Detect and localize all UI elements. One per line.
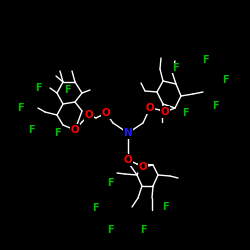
Text: O: O (160, 107, 170, 117)
Text: O: O (146, 103, 154, 113)
Text: O: O (71, 125, 80, 135)
Text: F: F (35, 83, 41, 93)
Text: F: F (202, 55, 208, 65)
Text: F: F (107, 225, 113, 235)
Text: N: N (124, 128, 132, 138)
Text: F: F (17, 103, 23, 113)
Text: O: O (138, 162, 147, 172)
Text: O: O (84, 110, 94, 120)
Text: F: F (172, 63, 178, 73)
Text: F: F (28, 125, 34, 135)
Text: O: O (124, 155, 132, 165)
Text: F: F (162, 202, 168, 212)
Text: F: F (92, 203, 98, 213)
Text: F: F (54, 128, 60, 138)
Text: F: F (64, 85, 70, 95)
Text: F: F (222, 75, 228, 85)
Text: F: F (212, 101, 218, 111)
Text: O: O (102, 108, 110, 118)
Text: F: F (107, 178, 113, 188)
Text: F: F (140, 225, 146, 235)
Text: F: F (182, 108, 188, 118)
